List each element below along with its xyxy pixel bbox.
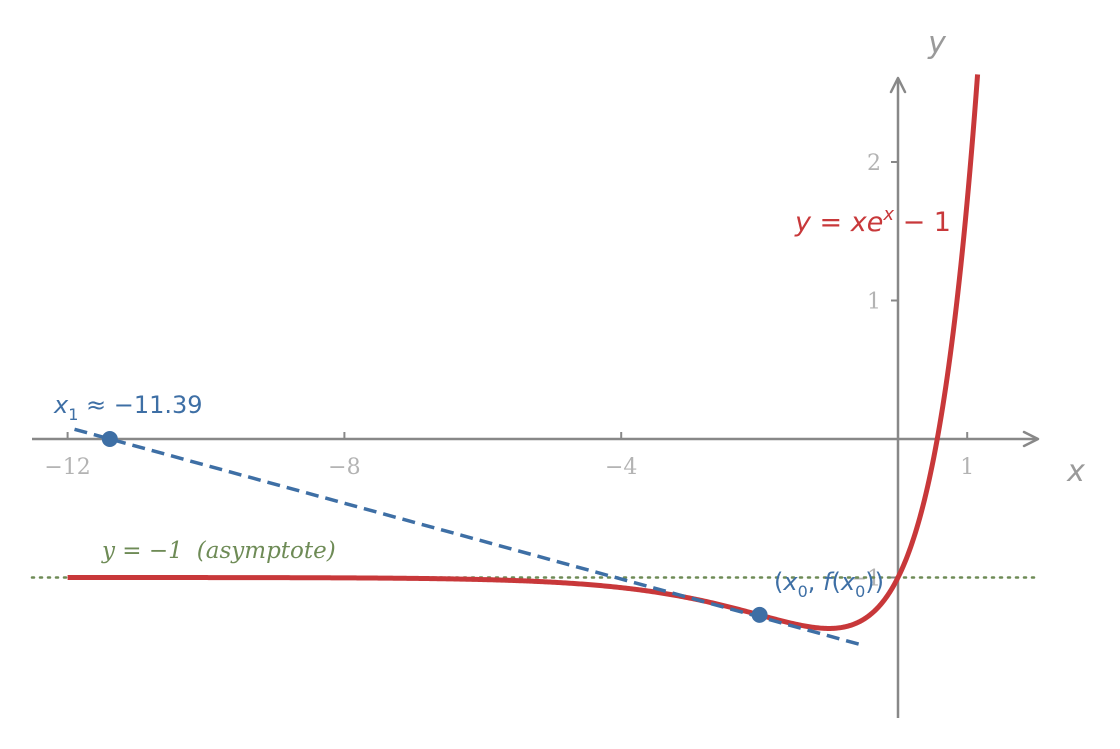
pt-label-sub: 0 — [798, 582, 808, 601]
pt-label-mid: , — [808, 568, 823, 596]
curve-label-main: y = xe — [794, 207, 883, 238]
pt-label-open: ( — [774, 568, 783, 596]
x-tick-label: 1 — [960, 455, 974, 480]
y-axis-arrowhead — [889, 76, 907, 94]
tangent-point-label: (x0, f(x0)) — [774, 568, 884, 601]
pt-label-var: x — [782, 568, 798, 596]
curve-label-sup: x — [882, 204, 894, 225]
asymptote-label-eq: y = −1 — [101, 538, 183, 564]
tangent-point-marker — [751, 606, 768, 623]
x1-label-var: x — [53, 391, 69, 419]
x1-label-rest: ≈ −11.39 — [78, 391, 202, 419]
curve-label-tail: − 1 — [894, 207, 951, 238]
pt-label-close: )) — [865, 568, 884, 596]
y-tick-label: 1 — [867, 290, 881, 315]
asymptote-label-note: (asymptote) — [197, 538, 336, 564]
x-tick-label: −8 — [328, 455, 360, 480]
x-tick-label: −12 — [44, 455, 90, 480]
y-axis-label: y — [927, 26, 947, 61]
x-tick-label: −4 — [605, 455, 637, 480]
axes — [32, 76, 1040, 718]
tangent-line — [74, 427, 864, 648]
x-axis-label: x — [1066, 454, 1085, 489]
pt-label-sub2: 0 — [855, 582, 865, 601]
function-curve — [66, 74, 981, 631]
x1-root-marker — [101, 431, 118, 447]
curve-label: y = xex − 1 — [794, 204, 951, 238]
x1-label: x1 ≈ −11.39 — [53, 391, 203, 424]
pt-label-var2: x — [840, 568, 856, 596]
x-axis-arrowhead — [1022, 430, 1040, 448]
tick-labels: −12 −8 −4 1 2 1 −1 — [44, 151, 974, 592]
pt-label-paren: ( — [831, 568, 840, 596]
y-tick-label: −1 — [849, 567, 881, 592]
x1-label-sub: 1 — [68, 405, 78, 424]
asymptote-label: y = −1 (asymptote) — [101, 538, 336, 564]
y-tick-label: 2 — [867, 151, 881, 176]
